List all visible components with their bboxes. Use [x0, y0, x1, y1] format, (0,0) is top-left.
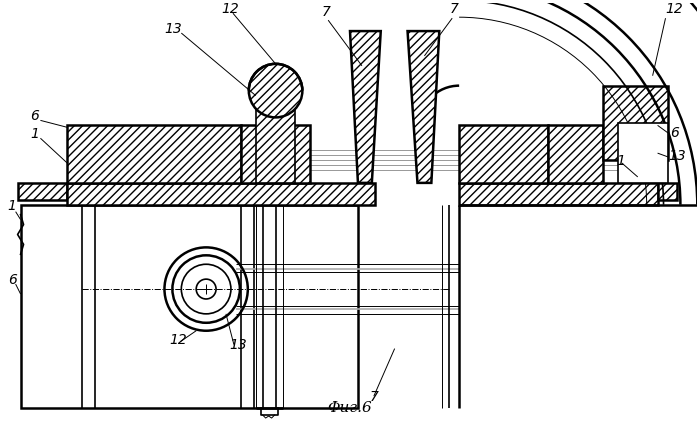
- Text: 1: 1: [8, 199, 17, 213]
- Bar: [548, 125, 603, 183]
- Bar: [18, 183, 67, 200]
- Text: 13: 13: [229, 338, 246, 352]
- Bar: [459, 183, 657, 205]
- Bar: [657, 183, 678, 200]
- Text: 12: 12: [169, 332, 187, 346]
- Text: 1: 1: [616, 154, 625, 168]
- Text: 7: 7: [322, 5, 331, 19]
- Bar: [241, 125, 310, 183]
- Bar: [256, 104, 295, 183]
- Text: 7: 7: [370, 390, 379, 404]
- Polygon shape: [407, 31, 440, 183]
- Text: 13: 13: [668, 149, 686, 163]
- Text: 1: 1: [31, 127, 39, 141]
- Bar: [67, 125, 241, 183]
- Text: 6: 6: [671, 126, 680, 140]
- Text: 7: 7: [449, 2, 458, 16]
- Text: 12: 12: [666, 2, 683, 16]
- Bar: [603, 85, 668, 160]
- Text: 6: 6: [8, 273, 17, 287]
- Bar: [618, 124, 668, 183]
- Bar: [459, 125, 548, 183]
- Text: 6: 6: [31, 110, 39, 124]
- Text: Φиг.6: Φиг.6: [328, 401, 372, 415]
- Circle shape: [248, 64, 302, 118]
- Bar: [67, 183, 375, 205]
- Text: 12: 12: [221, 2, 239, 16]
- Bar: [20, 205, 358, 408]
- Text: 13: 13: [164, 22, 182, 36]
- Polygon shape: [350, 31, 381, 183]
